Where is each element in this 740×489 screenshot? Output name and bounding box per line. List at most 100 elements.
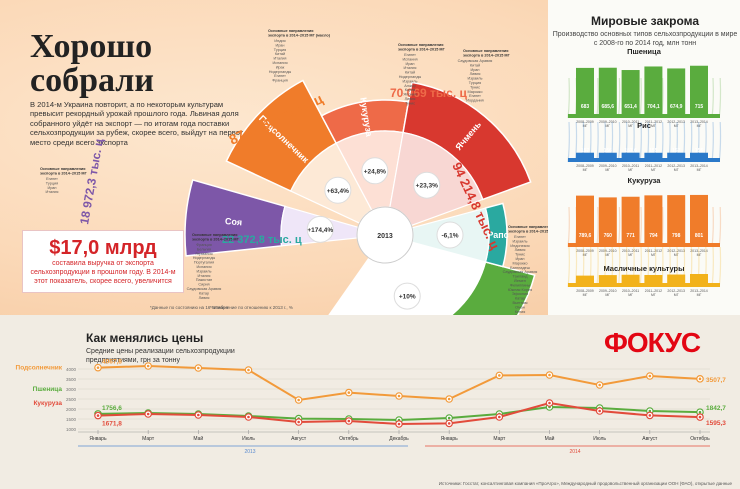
- end-value-2: 1595,3: [706, 420, 726, 427]
- export-country-0-5: Испания: [272, 61, 287, 65]
- export-country-3-2: Иран: [47, 186, 56, 190]
- bar-0-5: [690, 65, 708, 114]
- export-country-4-3: Ливия: [515, 248, 526, 252]
- bar-cat-2-3: 2011–2012: [645, 249, 662, 253]
- export-country-5-6: Израиль: [196, 269, 211, 273]
- bar-2-3: [644, 195, 663, 243]
- export-country-4-6: Марокко: [512, 261, 527, 265]
- bar-2-0: [576, 195, 594, 243]
- world-stocks-bar-charts: Пшеница6832008–2009МГ685,62009–2010МГ651…: [567, 47, 722, 297]
- bar-label-0-2: 651,4: [624, 104, 637, 110]
- series-baseline-2: [568, 243, 720, 247]
- grass-1-7: [617, 121, 621, 163]
- export-country-2-1: Китай: [470, 63, 480, 67]
- bar-label-0-3: 704,1: [647, 104, 660, 110]
- export-country-4-13: Эфиопия: [512, 292, 528, 296]
- point-dot-2-7: [447, 422, 451, 425]
- year-2013: 2013: [244, 449, 255, 455]
- point-dot-1-12: [698, 410, 702, 414]
- export-note-title-a-1: Основные направления: [398, 43, 443, 47]
- bar-cat-0-0: 2008–2009: [576, 120, 594, 124]
- bar-2-2: [621, 196, 640, 243]
- start-value-0: 4067,8: [102, 359, 122, 366]
- bar-cat-0-2: 2010–2011: [622, 120, 639, 124]
- export-country-2-2: Иран: [470, 68, 479, 72]
- bar-cat-3-4: 2012–2013: [667, 289, 685, 293]
- point-dot-0-4: [297, 398, 300, 402]
- export-country-5-7: Италия: [198, 274, 211, 278]
- ytick-2500: 2500: [66, 397, 77, 402]
- export-country-0-8: Египет: [274, 74, 286, 78]
- page-title: Хорошо собрали: [30, 30, 154, 98]
- change-badge-2: [306, 215, 334, 243]
- bar-0-3: [644, 66, 663, 114]
- bar-cat-0-5: 2013–2014: [690, 120, 708, 124]
- xtick-12: Октябрь: [690, 436, 710, 442]
- grass-3-21: [718, 246, 722, 288]
- point-dot-2-10: [598, 409, 601, 413]
- bar-cat-0-1: 2009–2010: [599, 120, 617, 124]
- harvest-radial-chart: Пшеница+10%Рапс-6,1%Соя+174,4%Подсолнечн…: [40, 29, 548, 315]
- world-stocks-title: Мировые закрома: [590, 14, 700, 28]
- export-country-1-5: Нидерланды: [399, 75, 422, 79]
- export-country-4-4: Тунис: [515, 253, 525, 257]
- export-country-5-5: Испания: [196, 265, 211, 269]
- bar-cat-unit-0-1: МГ: [605, 124, 610, 128]
- series-name-2: Кукуруза: [628, 176, 662, 185]
- change-badge-4: [361, 157, 389, 185]
- bar-label-0-1: 685,6: [602, 104, 615, 110]
- xtick-11: Август: [642, 436, 658, 442]
- grass-0-4: [596, 77, 599, 119]
- bar-0-4: [667, 68, 686, 114]
- ytick-2000: 2000: [66, 407, 77, 412]
- export-country-0-7: Нидерланды: [269, 70, 292, 74]
- grass-3-0: [567, 246, 570, 288]
- point-dot-2-1: [146, 412, 150, 416]
- grass-0-21: [718, 77, 722, 119]
- bar-cat-1-1: 2009–2010: [599, 164, 617, 168]
- ytick-1000: 1000: [66, 427, 77, 432]
- export-country-1-3: Италия: [404, 66, 417, 70]
- series-label-2: Кукуруза: [33, 400, 62, 407]
- footnote-change: **Изменение по отношению к 2013 г., %: [210, 305, 293, 310]
- series-label-1: Пшеница: [33, 386, 63, 393]
- focus-logo: ФОКУС: [604, 327, 701, 358]
- export-country-0-9: Франция: [272, 79, 288, 83]
- export-country-4-2: Индонезия: [510, 244, 529, 248]
- slice-label-1: Рапс: [487, 230, 508, 240]
- export-country-0-0: Индия: [274, 39, 285, 43]
- export-country-1-1: Испания: [402, 57, 417, 61]
- slice-label-2: Соя: [225, 216, 243, 227]
- export-country-0-1: Иран: [275, 43, 284, 47]
- change-badge-3: [324, 176, 352, 204]
- bar-0-2: [621, 70, 640, 114]
- export-country-0-4: Италия: [274, 57, 287, 61]
- bar-cat-3-1: 2009–2010: [599, 289, 617, 293]
- bar-cat-unit-3-3: МГ: [651, 293, 656, 297]
- export-country-5-11: Катар: [199, 291, 209, 295]
- xtick-2: Май: [193, 435, 203, 442]
- change-label-1: -6,1%: [442, 233, 459, 240]
- bar-3-2: [621, 274, 640, 283]
- export-country-1-8: Корея: [405, 88, 416, 92]
- bar-cat-unit-1-1: МГ: [605, 168, 610, 172]
- bar-cat-unit-1-0: МГ: [583, 168, 588, 172]
- export-country-4-15: Вьетнам: [512, 301, 527, 305]
- slice-value-2: 18 972,3 тыс. ц: [77, 137, 106, 226]
- point-dot-0-1: [146, 364, 150, 368]
- grass-3-4: [596, 246, 599, 288]
- bar-3-4: [667, 274, 686, 283]
- series-label-0: Подсолнечник: [16, 365, 63, 372]
- change-label-2: +174,4%: [307, 227, 333, 234]
- export-note-title-a-0: Основные направления: [268, 29, 313, 33]
- point-dot-2-3: [247, 415, 250, 419]
- bar-3-3: [644, 274, 663, 283]
- export-country-4-5: Иран: [515, 257, 524, 261]
- export-country-5-1: Бельгия: [197, 247, 211, 251]
- export-country-4-9: Таиланд: [512, 275, 528, 279]
- export-note-title-a-2: Основные направления: [463, 49, 508, 53]
- bar-3-0: [576, 275, 594, 283]
